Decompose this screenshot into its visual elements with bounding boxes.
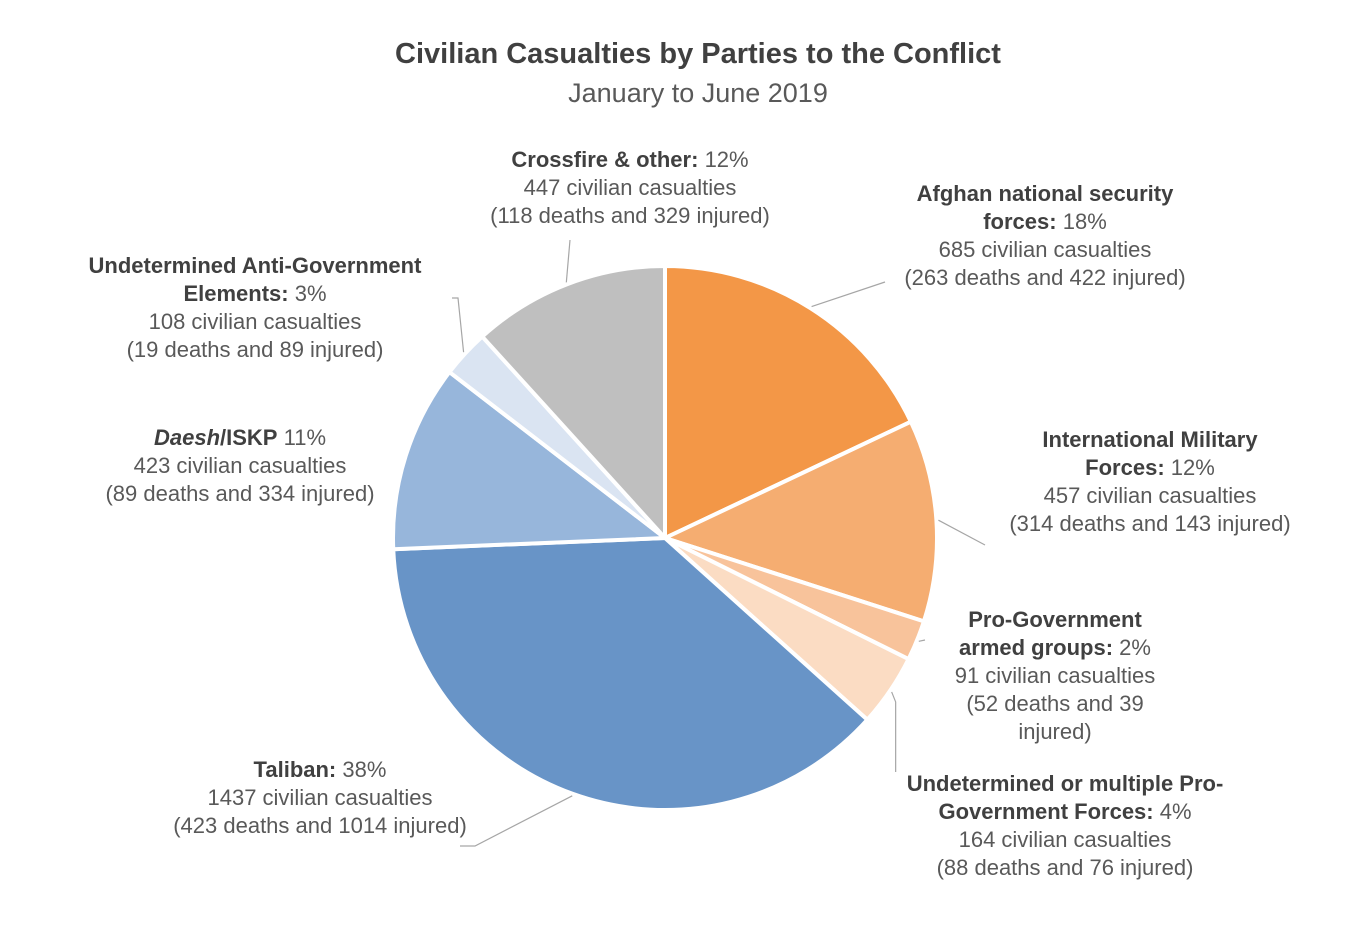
slice-label-afghan-forces: Afghan national security forces: 18% 685… <box>904 181 1186 290</box>
chart-subtitle: January to June 2019 <box>568 78 828 108</box>
pie-slice-1 <box>663 419 939 624</box>
leader-line-3 <box>891 691 897 772</box>
leader-line-4 <box>460 795 573 847</box>
leader-line-1 <box>938 519 986 546</box>
leader-line-7 <box>565 239 571 283</box>
leader-line-0 <box>811 281 886 308</box>
slice-label-undetermined-pro-government: Undetermined or multiple Pro- Government… <box>906 771 1224 880</box>
pie-slice-4 <box>391 536 870 812</box>
slice-label-undetermined-anti-government: Undetermined Anti-Government Elements: 3… <box>88 253 422 362</box>
pie-slice-7 <box>480 264 667 540</box>
chart-title: Civilian Casualties by Parties to the Co… <box>395 38 1001 70</box>
pie-slice-0 <box>663 264 913 540</box>
pie-slice-5 <box>391 370 667 552</box>
slice-label-taliban: Taliban: 38% 1437 civilian casualties (4… <box>173 757 467 838</box>
slice-label-pro-government-armed-groups: Pro-Government armed groups: 2% 91 civil… <box>954 607 1156 744</box>
leader-line-2 <box>918 639 926 642</box>
leader-line-6 <box>452 297 465 353</box>
slice-label-international-military: International Military Forces: 12% 457 c… <box>1009 427 1291 536</box>
slice-label-crossfire: Crossfire & other: 12% 447 civilian casu… <box>490 147 770 228</box>
slice-label-daesh: Daesh/ISKP 11% 423 civilian casualties (… <box>105 425 375 506</box>
